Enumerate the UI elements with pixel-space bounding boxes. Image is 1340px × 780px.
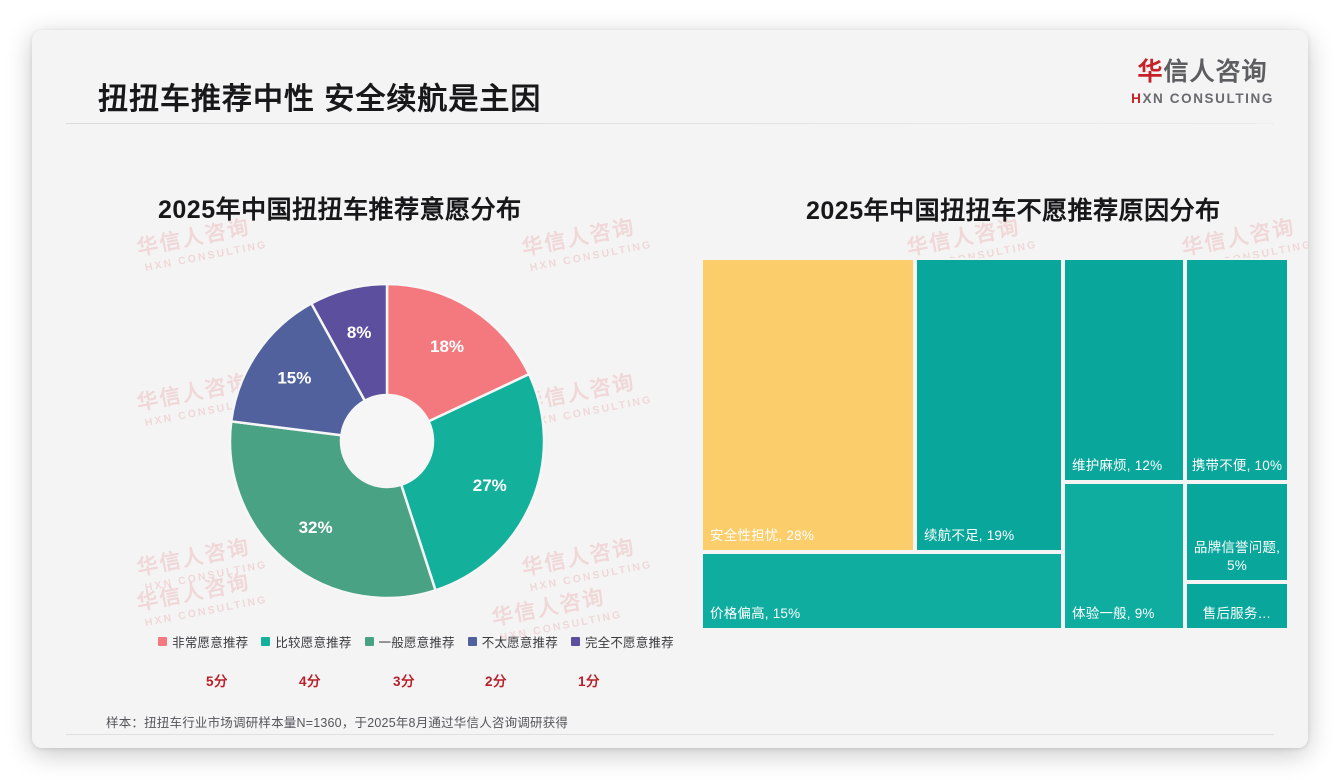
legend-item[interactable]: 不太愿意推荐 <box>467 632 558 651</box>
score-label: 5分 <box>205 674 229 689</box>
treemap-cell[interactable]: 维护麻烦, 12% <box>1063 258 1185 482</box>
brand-logo: 华信人咨询 HXN CONSULTING <box>1131 60 1274 106</box>
logo-english-accent: H <box>1131 91 1143 106</box>
donut-legend: 非常愿意推荐 比较愿意推荐 一般愿意推荐 不太愿意推荐 完全不愿意推荐 <box>136 632 696 651</box>
legend-swatch <box>261 637 271 646</box>
logo-chinese-accent: 华 <box>1137 58 1164 86</box>
legend-swatch <box>364 637 374 646</box>
logo-chinese-rest: 信人咨询 <box>1163 58 1268 86</box>
slide-card: 华信人咨询 HXN CONSULTING 华信人咨询 HXN CONSULTING 华信… <box>32 30 1308 748</box>
treemap-cell[interactable]: 携带不便, 10% <box>1185 258 1289 482</box>
score-label: 1分 <box>577 674 601 689</box>
treemap-cell-label: 安全性担忧, 28% <box>710 527 815 543</box>
panel-recommendation-willingness: 2025年中国扭扭车推荐意愿分布 18% 27% 32% 15% 8% 非常愿意推荐 比较… <box>32 30 674 748</box>
score-axis-row: 5分 4分 3分 2分 1分 <box>136 670 696 694</box>
panel-unwilling-reasons: 2025年中国扭扭车不愿推荐原因分布 安全性担忧, 28% 续航不足, 19% 价格… <box>672 30 1308 748</box>
donut-chart-svg: 18% 27% 32% 15% 8% <box>228 282 546 600</box>
treemap-cell-label: 维护麻烦, 12% <box>1072 457 1163 473</box>
donut-chart: 18% 27% 32% 15% 8% <box>197 251 577 631</box>
treemap-chart: 安全性担忧, 28% 续航不足, 19% 价格偏高, 15% 维护麻烦, 12% 携带不… <box>701 258 1289 630</box>
donut-hole <box>341 395 433 487</box>
left-chart-title: 2025年中国扭扭车推荐意愿分布 <box>158 196 522 224</box>
legend-item[interactable]: 非常愿意推荐 <box>158 632 248 651</box>
score-label: 4分 <box>298 674 322 689</box>
legend-label: 一般愿意推荐 <box>378 636 455 650</box>
treemap-cell-label: 品牌信誉问题, 5% <box>1193 540 1281 573</box>
treemap-cell-label: 价格偏高, 15% <box>710 605 801 621</box>
treemap-cell[interactable]: 品牌信誉问题, 5% <box>1185 482 1289 582</box>
donut-slice-label: 15% <box>277 369 311 388</box>
treemap-cell-label: 携带不便, 10% <box>1191 457 1283 473</box>
right-chart-title: 2025年中国扭扭车不愿推荐原因分布 <box>806 197 1221 225</box>
legend-item[interactable]: 完全不愿意推荐 <box>570 632 674 651</box>
legend-label: 不太愿意推荐 <box>481 636 558 650</box>
score-label: 2分 <box>484 674 508 689</box>
legend-label: 完全不愿意推荐 <box>584 636 674 650</box>
treemap-cell[interactable]: 价格偏高, 15% <box>701 552 1063 630</box>
logo-english: HXN CONSULTING <box>1131 92 1274 106</box>
donut-slice-label: 27% <box>473 476 507 495</box>
treemap-cell[interactable]: 安全性担忧, 28% <box>701 258 915 552</box>
logo-english-rest: XN CONSULTING <box>1142 91 1274 106</box>
page-title: 扭扭车推荐中性 安全续航是主因 <box>98 83 542 116</box>
legend-swatch <box>158 637 168 646</box>
treemap-cell[interactable]: 体验一般, 9% <box>1063 482 1185 630</box>
legend-label: 非常愿意推荐 <box>172 636 249 650</box>
legend-item[interactable]: 比较愿意推荐 <box>261 632 351 651</box>
treemap-cell[interactable]: 续航不足, 19% <box>915 258 1063 552</box>
donut-slice-label: 18% <box>430 337 464 356</box>
score-label: 3分 <box>392 674 416 689</box>
treemap-cell-label: 体验一般, 9% <box>1072 605 1155 621</box>
legend-label: 比较愿意推荐 <box>275 636 352 650</box>
donut-slice[interactable] <box>228 419 438 600</box>
treemap-cell[interactable]: 售后服务… <box>1185 582 1289 630</box>
logo-chinese: 华信人咨询 <box>1131 60 1274 85</box>
treemap-cell-label: 续航不足, 19% <box>924 527 1015 543</box>
donut-slice-label: 32% <box>299 518 333 537</box>
header-divider <box>66 123 1274 124</box>
footer-divider <box>66 734 1274 735</box>
legend-swatch <box>467 637 477 646</box>
slide-header: 扭扭车推荐中性 安全续航是主因 华信人咨询 HXN CONSULTING <box>32 30 1308 123</box>
donut-slice-label: 8% <box>347 323 372 342</box>
treemap-cell-label: 售后服务… <box>1202 605 1272 621</box>
legend-swatch <box>570 637 580 646</box>
legend-item[interactable]: 一般愿意推荐 <box>364 632 455 651</box>
source-note: 样本：扭扭车行业市场调研样本量N=1360，于2025年8月通过华信人咨询调研获… <box>106 716 569 730</box>
